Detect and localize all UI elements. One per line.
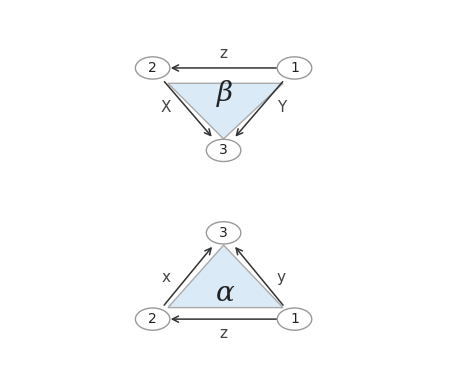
- Text: 3: 3: [219, 226, 228, 240]
- Text: 3: 3: [219, 144, 228, 158]
- Ellipse shape: [206, 139, 241, 161]
- Text: 1: 1: [290, 312, 299, 326]
- Text: z: z: [219, 46, 228, 61]
- Ellipse shape: [136, 308, 170, 330]
- Text: α: α: [216, 280, 234, 307]
- Text: Y: Y: [277, 100, 286, 115]
- Text: X: X: [161, 100, 171, 115]
- Text: 2: 2: [148, 61, 157, 75]
- Ellipse shape: [136, 57, 170, 79]
- Text: y: y: [277, 270, 286, 286]
- Text: z: z: [219, 326, 228, 341]
- Ellipse shape: [277, 308, 312, 330]
- Text: β: β: [217, 80, 233, 107]
- Ellipse shape: [277, 57, 312, 79]
- Text: 1: 1: [290, 61, 299, 75]
- Text: 2: 2: [148, 312, 157, 326]
- Ellipse shape: [206, 222, 241, 244]
- Polygon shape: [168, 245, 283, 308]
- Text: x: x: [161, 270, 170, 286]
- Polygon shape: [168, 83, 283, 139]
